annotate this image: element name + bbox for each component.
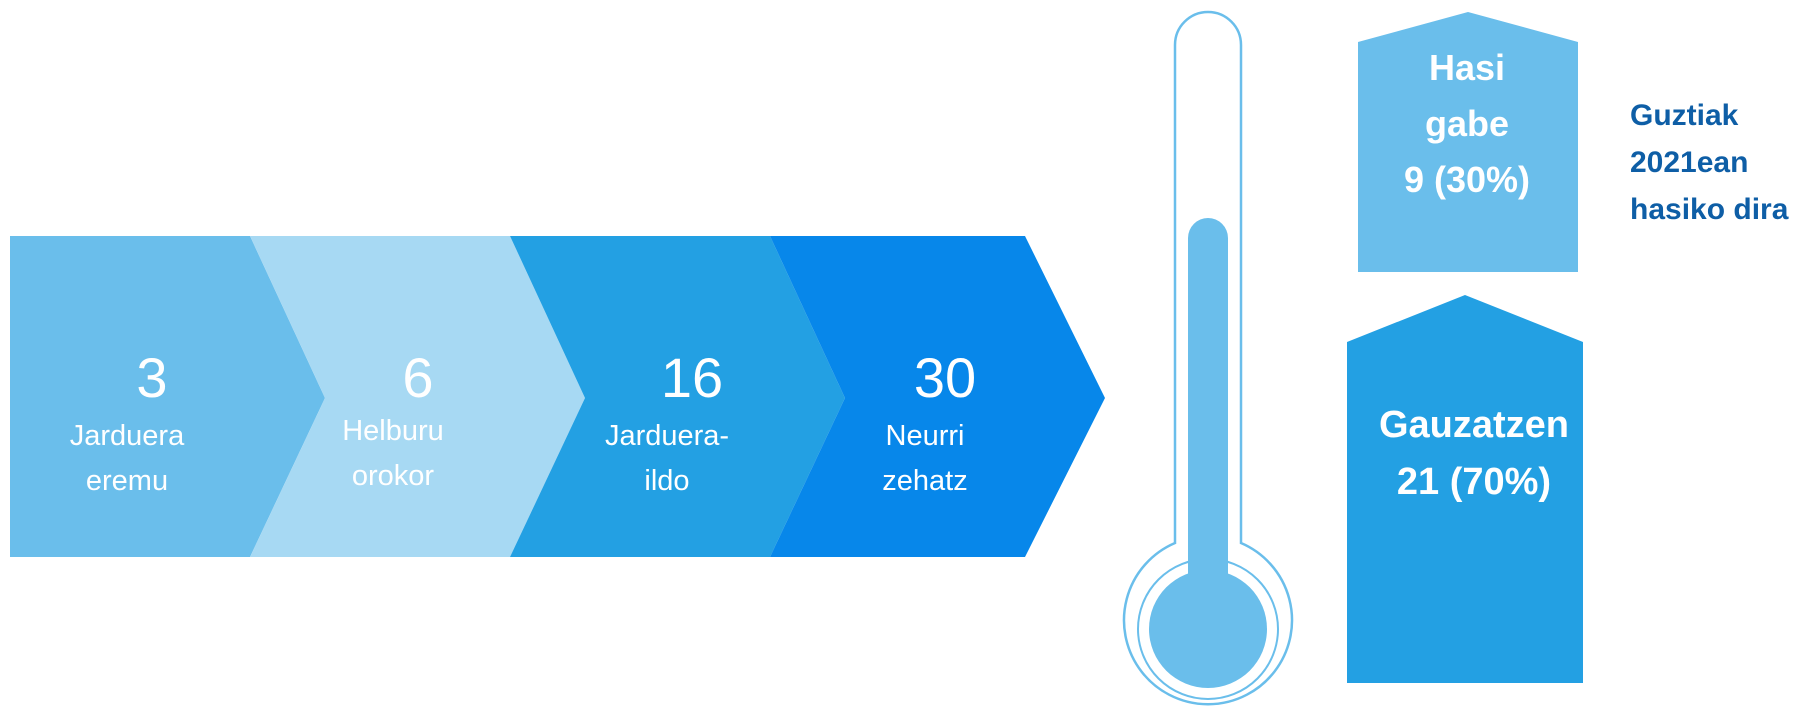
start-note: Guztiak 2021ean hasiko dira xyxy=(1630,99,1789,226)
not-started-count: 9 (30%) xyxy=(1404,159,1530,200)
not-started-line1: Hasi xyxy=(1429,47,1505,88)
in-progress-line1: Gauzatzen xyxy=(1379,404,1569,446)
step-4-label-line1: Neurri xyxy=(886,420,965,452)
step-2-label-line2: orokor xyxy=(352,460,435,492)
note-line2: 2021ean xyxy=(1630,146,1748,179)
thermometer-mercury-column xyxy=(1188,218,1228,618)
step-2-chevron xyxy=(250,236,585,557)
step-1-value: 3 xyxy=(136,346,167,409)
note-line3: hasiko dira xyxy=(1630,193,1789,226)
step-1-chevron xyxy=(10,236,325,557)
step-3-value: 16 xyxy=(661,346,723,409)
not-started-line2: gabe xyxy=(1425,103,1509,144)
step-4-value: 30 xyxy=(914,346,976,409)
in-progress-count: 21 (70%) xyxy=(1397,461,1551,503)
status-in-progress: Gauzatzen 21 (70%) xyxy=(1347,295,1583,683)
note-line1: Guztiak xyxy=(1630,99,1739,132)
step-1-label-line1: Jarduera xyxy=(70,420,185,452)
step-1-label-line2: eremu xyxy=(86,465,168,497)
not-started-block xyxy=(1358,12,1578,272)
step-3-label-line2: ildo xyxy=(644,465,689,497)
step-4-chevron xyxy=(770,236,1105,557)
step-4-label-line2: zehatz xyxy=(882,465,967,497)
process-strip: 3 Jarduera eremu 6 Helburu orokor 16 Jar… xyxy=(10,236,1105,557)
step-2-value: 6 xyxy=(402,346,433,409)
in-progress-block xyxy=(1347,295,1583,683)
step-3-chevron xyxy=(510,236,845,557)
step-3-label-line1: Jarduera- xyxy=(605,420,729,452)
thermometer xyxy=(1122,10,1294,706)
status-not-started: Hasi gabe 9 (30%) xyxy=(1358,12,1578,272)
thermometer-bulb xyxy=(1149,570,1267,688)
step-2-label-line1: Helburu xyxy=(342,415,444,447)
